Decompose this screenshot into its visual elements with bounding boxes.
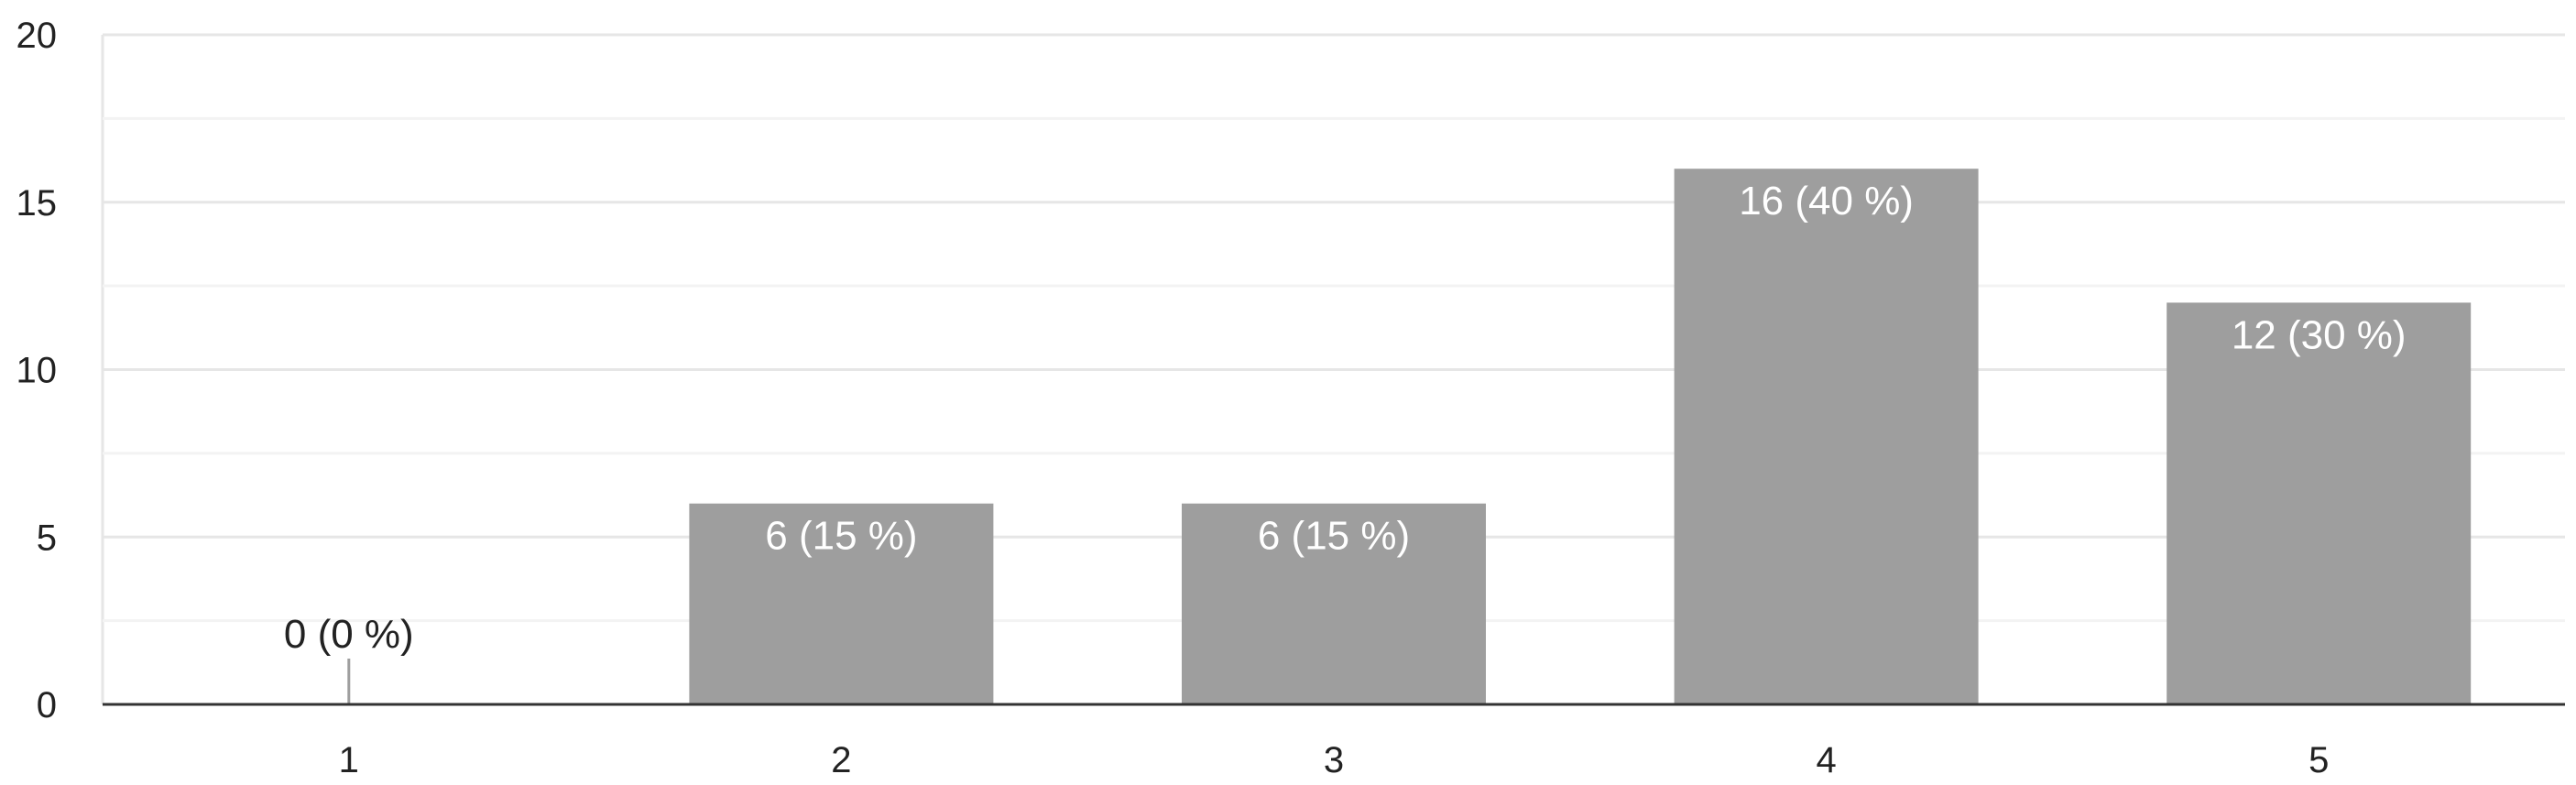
y-tick-label: 5 [37, 518, 57, 558]
bars [347, 169, 2472, 704]
bar [689, 503, 994, 704]
y-tick-label: 15 [16, 183, 58, 224]
x-tick-label: 4 [1816, 740, 1836, 780]
data-label: 0 (0 %) [284, 612, 414, 657]
bar [1674, 169, 1979, 704]
y-tick-label: 10 [16, 351, 58, 391]
x-tick-label: 2 [831, 740, 851, 780]
y-tick-label: 0 [37, 685, 57, 725]
x-tick-label: 5 [2309, 740, 2329, 780]
data-label: 16 (40 %) [1739, 179, 1914, 224]
labels: 0 5 10 15 20 1 0 (0 %) 2 6 (15 %) 3 6 (15 %) 4 16 (4… [16, 16, 2407, 780]
bar [2167, 302, 2472, 704]
y-tick-label: 20 [16, 16, 58, 56]
data-label: 12 (30 %) [2232, 312, 2407, 357]
data-label: 6 (15 %) [765, 514, 917, 559]
x-tick-label: 1 [339, 740, 359, 780]
data-label: 6 (15 %) [1258, 514, 1410, 559]
bar [1182, 503, 1486, 704]
grid [101, 33, 2565, 704]
x-tick-label: 3 [1324, 740, 1344, 780]
